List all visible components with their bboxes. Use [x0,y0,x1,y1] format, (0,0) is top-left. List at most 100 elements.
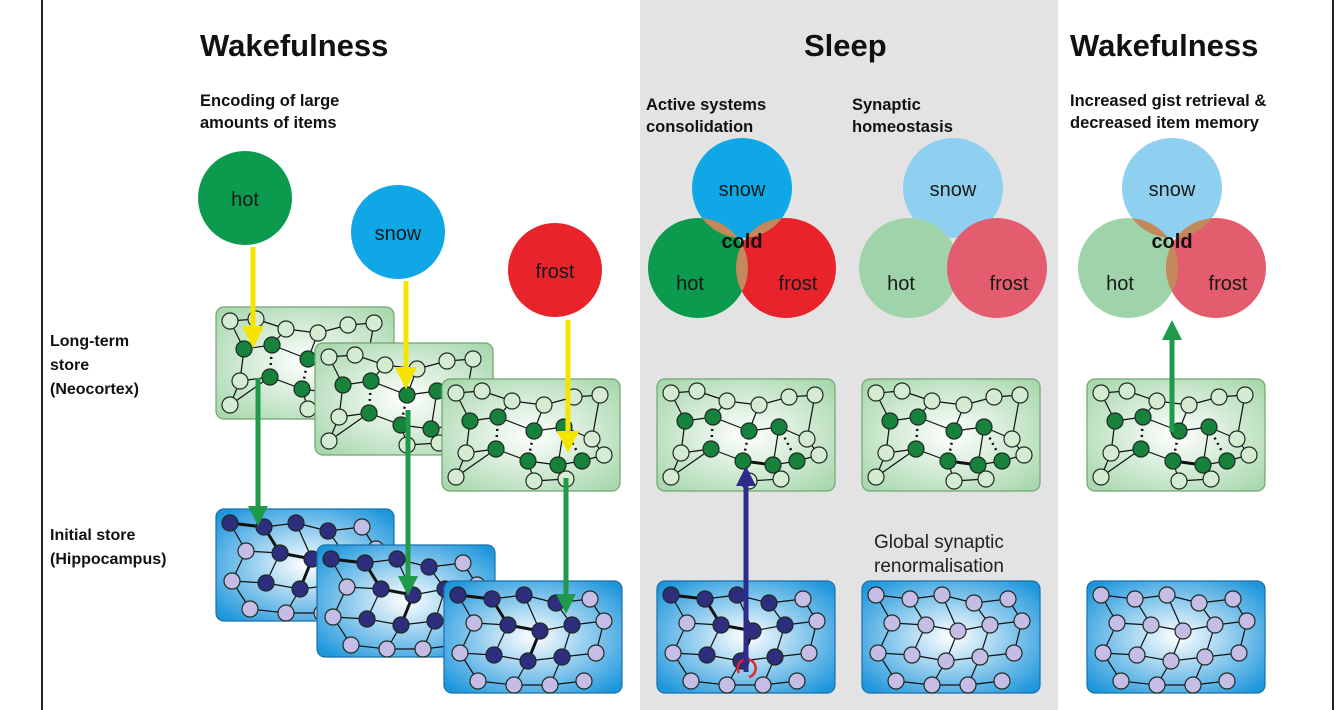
hippocampus-box-frost-neuron [519,652,537,670]
hippocampus-box-frost-neuron [451,644,469,662]
ltm-box-snow-neuron [464,350,482,368]
hippocampus-box-frost-neuron [541,676,559,694]
hippocampus-box-homeostasis-neuron [887,672,905,690]
ltm-box-gist-neuron [1228,430,1246,448]
ltm-box-gist-neuron [1134,408,1152,426]
ltm-box-active-neuron [798,430,816,448]
venn-active-label-cold: cold [721,231,762,253]
hippocampus-box-frost-neuron [515,586,533,604]
ltm-box-snow-neuron [320,348,338,366]
ltm-box-active-neuron [764,456,782,474]
venn-homeostasis-label-frost: frost [990,273,1029,295]
renormalisation-label-line2: renormalisation [874,556,1004,577]
hippocampus-box-active-neuron [800,644,818,662]
ltm-box-snow-neuron [422,420,440,438]
hippocampus-box-gist-neuron [1112,672,1130,690]
ltm-box-hot-neuron [339,316,357,334]
label-hot: hot [231,189,259,211]
venn-active-label-frost: frost [779,273,818,295]
ltm-box-snow-neuron [360,404,378,422]
hippocampus-box-frost-neuron [483,590,501,608]
hippocampus-box-homeostasis-neuron [993,672,1011,690]
ltm-box-homeostasis-neuron [945,472,963,490]
hippocampus-box-gist [1086,580,1266,694]
venn-gist-circle-frost [1166,218,1266,318]
hippocampus-box-snow-neuron [392,616,410,634]
circle-hot [198,151,292,245]
initial-store-label-line2: (Hippocampus) [50,551,166,568]
hippocampus-box-gist-neuron [1148,676,1166,694]
hippocampus-box-gist-neuron [1158,586,1176,604]
hippocampus-box-homeostasis-neuron [869,644,887,662]
hippocampus-box-gist-neuron [1190,594,1208,612]
hippocampus-box-active-neuron [678,614,696,632]
gist-retrieval-line2: decreased item memory [1070,114,1260,132]
hippocampus-box-active-neuron [808,612,826,630]
hippocampus-box-homeostasis-neuron [971,648,989,666]
ltm-box-active-neuron [702,440,720,458]
hippocampus-box-snow-neuron [420,558,438,576]
venn-gist-circle-hot [1078,218,1178,318]
header-wakefulness-left: Wakefulness [200,28,388,63]
ltm-box-homeostasis-neuron [977,470,995,488]
ltm-box-gist-neuron [1200,418,1218,436]
ltm-box-snow-neuron [408,360,426,378]
hippocampus-box-homeostasis-neuron [937,652,955,670]
hippocampus-box-snow-neuron [414,640,432,658]
hippocampus-box-frost-neuron [595,612,613,630]
hippocampus-box-snow-neuron [404,586,422,604]
long-term-store-label-line2: store [50,357,89,374]
hippocampus-box-homeostasis [861,580,1041,694]
ltm-box-active-neuron [788,452,806,470]
ltm-box-snow-neuron [320,432,338,450]
arrows [241,247,1182,672]
hippocampus-box-hot-neuron [287,514,305,532]
ltm-box-gist-neuron [1218,452,1236,470]
ltm-box-active-neuron [810,446,828,464]
ltm-box-frost-neuron [447,384,465,402]
ltm-box-snow-neuron [362,372,380,390]
ltm-box-gist-neuron [1202,470,1220,488]
ltm-box-hot-neuron [261,368,279,386]
ltm-box-active-neuron [688,382,706,400]
ltm-box-snow-neuron [334,376,352,394]
hippocampus-box-frost-neuron [465,614,483,632]
ltm-box-active-neuron [676,412,694,430]
hippocampus-box-frost-neuron [505,676,523,694]
header-sleep: Sleep [804,28,887,63]
ltm-box-homeostasis-neuron [1003,430,1021,448]
ltm-box-frost-neuron [595,446,613,464]
hippocampus-box-homeostasis-neuron [867,586,885,604]
ltm-box-homeostasis-neuron [881,412,899,430]
hippocampus-box-homeostasis-neuron [903,646,921,664]
hippocampus-box-active-neuron [728,586,746,604]
ltm-box-homeostasis-neuron [969,456,987,474]
ltm-box-active-neuron [662,384,680,402]
hippocampus-box-active-neuron [794,590,812,608]
ltm-box-active-neuron [662,468,680,486]
ltm-box-gist-neuron [1180,396,1198,414]
hippocampus-box-hot-neuron [291,580,309,598]
header-wakefulness-right: Wakefulness [1070,28,1258,63]
venn-gist-label-frost: frost [1209,273,1248,295]
hippocampus-box-hot-neuron [223,572,241,590]
ltm-box-hot-neuron [299,400,317,418]
hippocampus-box-homeostasis-neuron [917,616,935,634]
ltm-box-homeostasis-neuron [1015,446,1033,464]
ltm-box-snow-neuron [346,346,364,364]
hippocampus-box-gist-neuron [1174,622,1192,640]
ltm-box-snow-neuron [330,408,348,426]
venn-homeostasis-circle-snow [903,138,1003,238]
hippocampus-box-gist-neuron [1224,590,1242,608]
ltm-box-hot-neuron [277,320,295,338]
hippocampus-box-snow-neuron [426,612,444,630]
hippocampus-box-snow-neuron [322,550,340,568]
ltm-box-gist-neuron [1102,444,1120,462]
hippocampus-box-frost-neuron [449,586,467,604]
ltm-box-homeostasis-neuron [923,392,941,410]
ltm-box-gist-neuron [1106,412,1124,430]
hippocampus-box-frost-neuron [575,672,593,690]
active-consolidation-line1: Active systems [646,96,766,114]
ltm-box-gist-neuron [1210,388,1228,406]
hippocampus-box-homeostasis-neuron [981,616,999,634]
